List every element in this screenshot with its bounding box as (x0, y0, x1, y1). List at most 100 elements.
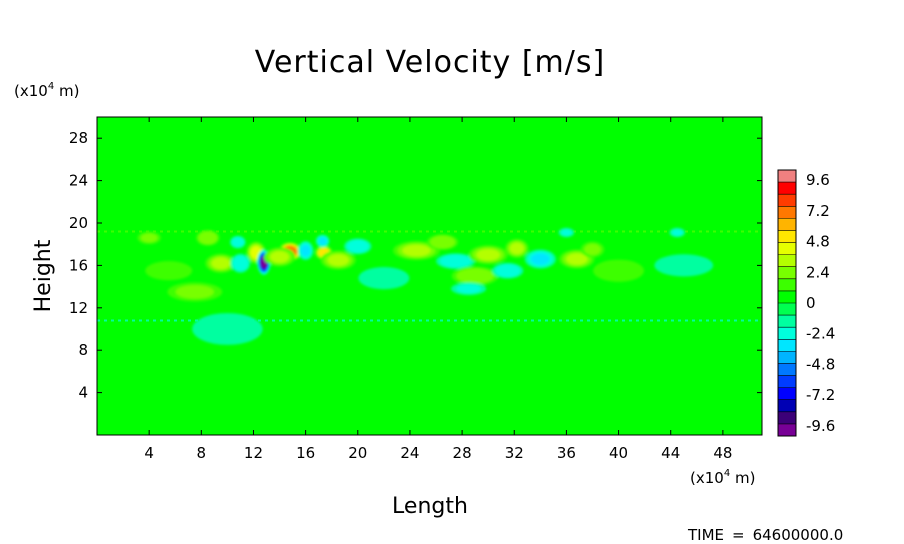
colorbar-label: -2.4 (806, 325, 835, 343)
velocity-feature (320, 250, 356, 270)
x-unit-tail: m) (730, 469, 755, 487)
velocity-feature (524, 249, 556, 269)
velocity-features (137, 227, 714, 345)
x-tick-label: 24 (400, 444, 419, 462)
x-tick-label: 44 (661, 444, 680, 462)
colorbar-segment (778, 242, 796, 256)
x-axis-unit: (x104 m) (690, 468, 755, 487)
colorbar-segment (778, 230, 796, 244)
x-tick-label: 40 (609, 444, 628, 462)
colorbar-label: -9.6 (806, 417, 835, 435)
feature-ring (402, 244, 431, 257)
feature-ring (560, 229, 572, 236)
time-equals: = (732, 526, 745, 544)
y-axis-ticks: 4 8 12 16 20 24 28 (69, 129, 762, 402)
colorbar-segment (778, 254, 796, 268)
colorbar-segment (778, 182, 796, 195)
velocity-feature (468, 245, 508, 265)
colorbar-segment (778, 170, 796, 183)
velocity-feature (315, 234, 330, 248)
feature-ring (498, 265, 518, 276)
x-unit-base: (x10 (690, 469, 724, 487)
x-tick-label: 36 (557, 444, 576, 462)
velocity-feature (654, 254, 714, 277)
feature-ring (600, 262, 637, 279)
velocity-feature (669, 227, 686, 238)
y-tick-label: 8 (78, 341, 88, 359)
feature-ring (671, 229, 683, 236)
x-tick-label: 20 (348, 444, 367, 462)
colorbar-segment (778, 218, 796, 231)
velocity-feature (451, 282, 487, 296)
feature-ring (234, 257, 247, 270)
colorbar-segment (778, 315, 796, 328)
y-tick-label: 20 (69, 214, 88, 232)
velocity-feature (392, 241, 440, 261)
feature-ring (300, 244, 311, 257)
feature-ring (663, 257, 705, 274)
colorbar-segment (778, 351, 796, 364)
time-readout: TIME = 64600000.0 (687, 526, 843, 544)
colorbar-label: 4.8 (806, 233, 830, 251)
feature-ring (433, 237, 452, 247)
x-axis-label: Length (392, 494, 468, 519)
colorbar-segment (778, 399, 796, 413)
feature-ring (152, 264, 186, 278)
velocity-feature (505, 238, 529, 258)
colorbar-segment (778, 278, 796, 292)
plot-frame (96, 116, 763, 436)
x-tick-label: 4 (144, 444, 154, 462)
feature-ring (461, 270, 490, 282)
velocity-feature (297, 241, 314, 261)
plot-area (96, 116, 763, 436)
feature-ring (476, 249, 500, 261)
feature-ring (327, 254, 349, 266)
y-tick-label: 16 (69, 256, 88, 274)
velocity-feature (436, 253, 476, 270)
y-unit-tail: m) (54, 82, 79, 100)
turbulence-bands (97, 230, 762, 322)
x-tick-label: 12 (244, 444, 263, 462)
x-tick-label: 28 (453, 444, 472, 462)
x-axis-ticks: 4 8 12 16 20 24 28 32 36 40 44 48 (144, 117, 732, 462)
velocity-feature (230, 253, 251, 273)
feature-ring (140, 233, 158, 243)
x-tick-label: 32 (505, 444, 524, 462)
heatmap-background (97, 117, 762, 435)
y-tick-label: 4 (78, 384, 88, 402)
feature-ring (175, 285, 214, 299)
velocity-feature (196, 229, 220, 246)
velocity-feature (192, 313, 263, 345)
time-value: 64600000.0 (753, 526, 844, 544)
velocity-feature (263, 247, 296, 267)
velocity-feature (344, 238, 372, 255)
velocity-feature (593, 259, 644, 282)
colorbar (777, 169, 797, 437)
colorbar-segment (778, 303, 796, 316)
colorbar-labels: 9.6 7.2 4.8 2.4 0 -2.4 -4.8 -7.2 -9.6 (806, 171, 835, 435)
velocity-feature (358, 266, 410, 290)
feature-ring (200, 233, 215, 243)
colorbar-segment (778, 387, 796, 401)
feature-ring (211, 257, 231, 270)
y-axis-label: Height (31, 239, 56, 312)
feature-ring (270, 251, 289, 263)
x-unit-exponent: 4 (724, 468, 730, 479)
colorbar-segment (778, 266, 796, 280)
colorbar-segment (778, 363, 796, 377)
colorbar-label: 9.6 (806, 171, 830, 189)
velocity-feature (137, 231, 161, 245)
colorbar-label: 7.2 (806, 202, 830, 220)
colorbar-label: -4.8 (806, 355, 835, 373)
y-tick-label: 28 (69, 129, 88, 147)
feature-ring (202, 317, 253, 341)
colorbar-segment (778, 411, 796, 425)
colorbar-segment (778, 327, 796, 340)
x-tick-label: 48 (713, 444, 732, 462)
velocity-feature (167, 282, 223, 302)
velocity-feature (145, 261, 193, 281)
velocity-feature (580, 241, 605, 258)
feature-ring (443, 256, 468, 266)
feature-ring (509, 242, 524, 255)
feature-ring (456, 284, 481, 294)
